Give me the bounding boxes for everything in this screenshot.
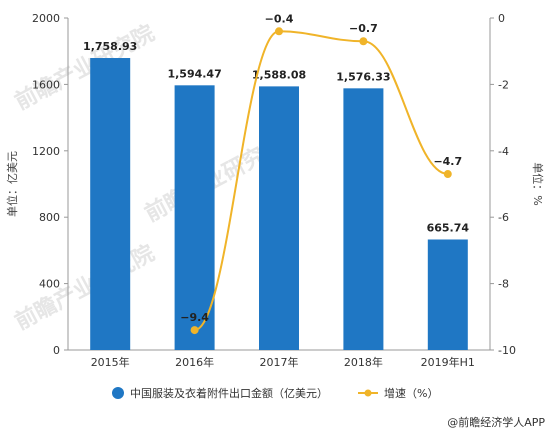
bar-3 [343, 88, 384, 350]
legend-bar-label: 中国服装及衣着附件出口金额（亿美元） [130, 386, 328, 400]
bars [90, 58, 468, 351]
legend: 中国服装及衣着附件出口金额（亿美元） 增速（%） [112, 386, 438, 400]
watermark-text-0: 前瞻产业研究院 [11, 20, 159, 115]
y-right-tick-label-1: -2 [498, 78, 509, 91]
y-right-tick-label-2: -4 [498, 145, 509, 158]
growth-label-4: −4.7 [433, 155, 462, 168]
legend-line-label: 增速（%） [384, 386, 438, 400]
x-tick-label-3: 2018年 [344, 355, 383, 369]
bar-label-3: 1,576.33 [336, 70, 390, 83]
growth-point-4 [443, 170, 452, 179]
y-right-tick-label-3: -6 [498, 211, 509, 224]
axes: 0 400 800 1200 1600 2000 0 -2 -4 -6 -8 -10 2015年 2016… [5, 12, 545, 369]
y-left-tick-label-5: 2000 [32, 12, 60, 25]
x-tick-label-0: 2015年 [91, 355, 130, 369]
bar-1 [174, 85, 215, 350]
legend-line-marker [364, 389, 372, 397]
bar-labels: 1,758.93 1,594.47 1,588.08 1,576.33 665.74 [83, 40, 469, 234]
x-tick-label-2: 2017年 [260, 355, 299, 369]
y-left-tick-label-3: 1200 [32, 145, 60, 158]
growth-label-3: −0.7 [349, 22, 378, 35]
y-left-tick-label-4: 1600 [32, 78, 60, 91]
growth-point-3 [359, 37, 368, 46]
bar-label-0: 1,758.93 [83, 40, 137, 53]
y-right-axis-title: 单位：% [531, 162, 545, 205]
growth-point-2 [275, 27, 283, 36]
bar-0 [90, 58, 131, 351]
y-left-tick-label-1: 400 [39, 278, 60, 291]
bar-2 [259, 86, 299, 350]
growth-label-2: −0.4 [265, 12, 294, 25]
growth-label-1: −9.4 [180, 311, 209, 324]
growth-point-1 [190, 326, 199, 335]
bar-4 [427, 239, 468, 350]
y-right-tick-label-0: 0 [498, 12, 505, 25]
watermark-text-2: 前瞻产业研究院 [11, 240, 159, 335]
bar-label-2: 1,588.08 [252, 68, 306, 81]
x-tick-label-1: 2016年 [175, 355, 214, 369]
y-left-tick-label-0: 0 [53, 344, 60, 357]
source-text: @前瞻经济学人APP [447, 415, 545, 429]
y-left-tick-label-2: 800 [39, 211, 60, 224]
growth-line [194, 30, 448, 332]
bar-label-1: 1,594.47 [167, 67, 221, 80]
bar-label-4: 665.74 [427, 221, 470, 234]
line-series: −9.4 −0.4 −0.7 −4.7 [180, 12, 462, 335]
y-left-axis-title: 单位：亿美元 [5, 151, 19, 217]
x-tick-label-4: 2019年H1 [421, 355, 475, 369]
legend-bar-swatch [112, 387, 124, 399]
y-right-tick-label-5: -10 [498, 344, 516, 357]
y-right-tick-label-4: -8 [498, 278, 509, 291]
